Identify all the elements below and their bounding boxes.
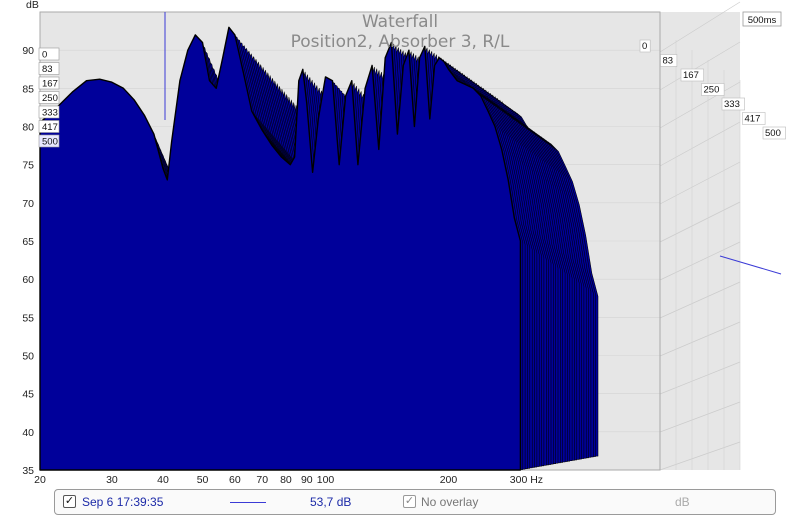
- cursor-value-label: 53,7 dB: [310, 495, 352, 509]
- time-window-label: 500ms: [748, 15, 777, 26]
- overlay-checkbox[interactable]: ✓: [403, 495, 416, 508]
- time-slice-tag: [639, 39, 651, 53]
- overlay-label: No overlay: [421, 495, 479, 509]
- time-slice-tag: [38, 76, 60, 90]
- unit-label: dB: [675, 495, 690, 509]
- time-slice-tags-right: 0 83 167 250 333 417 500: [639, 39, 786, 140]
- x-tick-label: 100: [317, 474, 335, 486]
- time-slice-label: 0: [642, 41, 647, 52]
- y-axis-ticks: 35 40 45 50 55 60 65 70 75 80 85 90: [22, 45, 34, 477]
- trace-color-swatch: [230, 502, 266, 503]
- x-tick-label: 40: [157, 474, 169, 486]
- chart-subtitle: Position2, Absorber 3, R/L: [291, 32, 510, 52]
- y-tick-label: 50: [22, 351, 34, 363]
- time-slice-tag: [38, 120, 60, 133]
- time-slice-label: 250: [704, 85, 720, 96]
- y-tick-label: 35: [22, 465, 34, 477]
- chart-title: Waterfall: [362, 12, 438, 32]
- time-slice-label: 417: [42, 122, 58, 133]
- time-slice-tag: [680, 68, 704, 82]
- time-slice-label: 167: [683, 70, 699, 81]
- y-tick-label: 75: [22, 160, 34, 172]
- trace-visible-checkbox[interactable]: ✓: [63, 495, 76, 508]
- y-tick-label: 60: [22, 274, 34, 286]
- y-tick-label: 90: [22, 45, 34, 57]
- x-tick-label: 20: [34, 474, 46, 486]
- time-slice-tag: [762, 126, 786, 140]
- legend-bar: ✓ Sep 6 17:39:35 53,7 dB ✓ No overlay dB: [54, 489, 776, 515]
- time-slice-label: 333: [42, 108, 58, 119]
- x-tick-label: 90: [301, 474, 313, 486]
- waterfall-slice: [39, 26, 522, 471]
- trace-date-label: Sep 6 17:39:35: [82, 495, 164, 509]
- time-slice-tag: [38, 47, 60, 61]
- time-slice-tag: [38, 134, 60, 148]
- x-tick-label: 30: [106, 474, 118, 486]
- y-axis-label: dB: [26, 0, 39, 11]
- time-slice-label: 417: [745, 114, 761, 125]
- y-tick-label: 80: [22, 122, 34, 134]
- time-slice-label: 500: [42, 137, 58, 148]
- time-slice-tag: [721, 97, 745, 111]
- x-tick-label: 80: [280, 474, 292, 486]
- y-tick-label: 70: [22, 198, 34, 210]
- time-slice-label: 83: [42, 64, 53, 75]
- y-tick-label: 65: [22, 236, 34, 248]
- time-slice-label: 83: [663, 56, 674, 67]
- x-tick-label: 60: [229, 474, 241, 486]
- time-slice-tag: [742, 112, 766, 125]
- y-tick-label: 55: [22, 312, 34, 324]
- time-slice-label: 167: [42, 79, 58, 90]
- time-slice-label: 250: [42, 93, 58, 104]
- time-slice-tag: [701, 83, 725, 96]
- time-slice-tag: [38, 91, 60, 104]
- time-slice-tag: [660, 54, 678, 67]
- x-axis-ticks: 20 30 40 50 60 70 80 90 100 200 300 Hz: [34, 474, 543, 486]
- x-tick-label: 70: [256, 474, 268, 486]
- time-slice-tag: [38, 62, 60, 75]
- time-slice-tags-left: 0 83 167 250 333 417 500: [38, 47, 60, 148]
- x-tick-label: 200: [440, 474, 458, 486]
- x-tick-label: 50: [197, 474, 209, 486]
- waterfall-chart: Waterfall Position2, Absorber 3, R/L 500…: [22, 0, 786, 486]
- x-tick-label: 300 Hz: [510, 474, 543, 486]
- time-slice-label: 0: [42, 50, 47, 61]
- waterfall-slices: [39, 26, 599, 471]
- time-slice-tag: [38, 105, 60, 119]
- time-slice-label: 500: [765, 128, 781, 139]
- y-tick-label: 85: [22, 83, 34, 95]
- y-tick-label: 45: [22, 389, 34, 401]
- time-slice-label: 333: [724, 99, 740, 110]
- background-level-line: [719, 255, 782, 275]
- time-window-badge: 500ms: [742, 11, 782, 27]
- y-tick-label: 40: [22, 427, 34, 439]
